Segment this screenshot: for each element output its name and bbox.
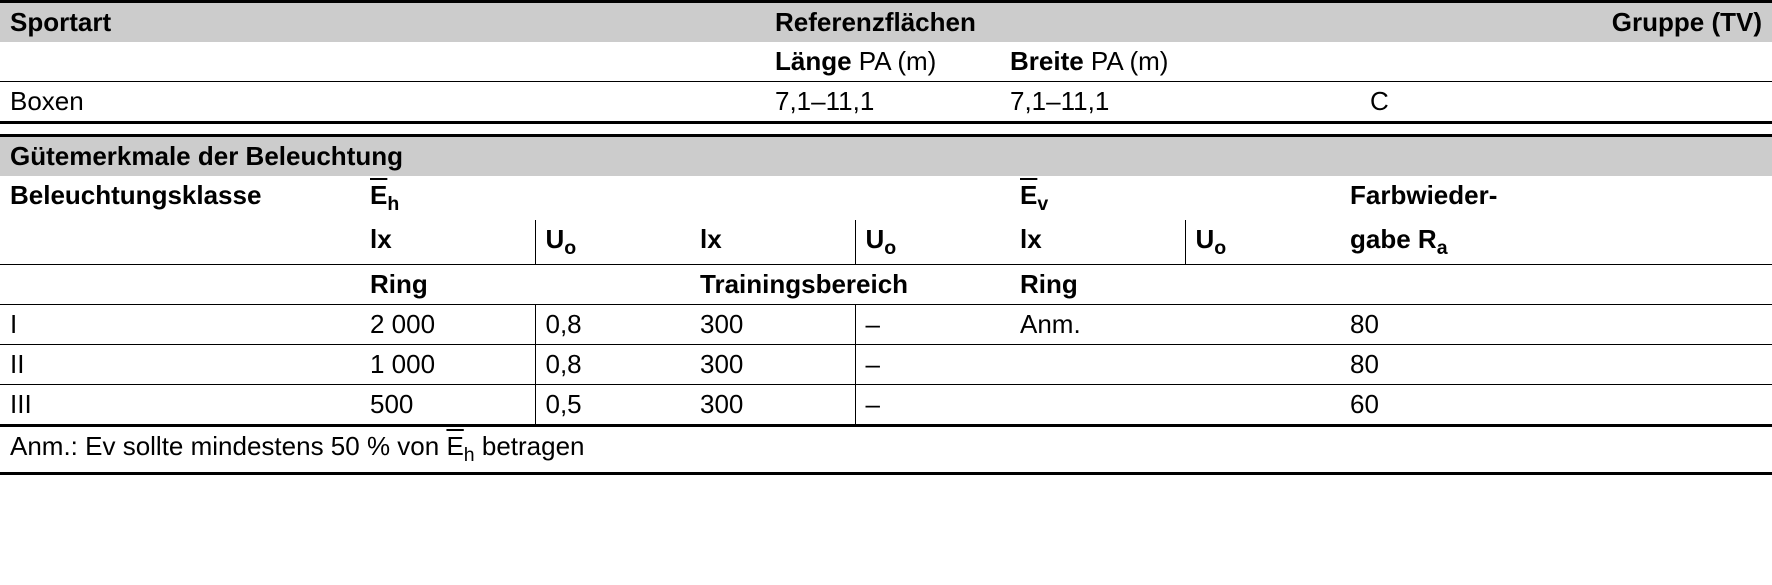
data-row-2: II 1 000 0,8 300 – 80 bbox=[0, 345, 1772, 385]
table2-header-row2: lx Uo lx Uo lx Uo gabe Ra bbox=[0, 220, 1772, 265]
blank bbox=[0, 42, 430, 82]
col-uo2: Uo bbox=[855, 220, 1010, 265]
col-breite: Breite PA (m) bbox=[1000, 42, 1360, 82]
cell-ev-lx bbox=[1010, 385, 1185, 426]
sport-reference-table: Sportart Referenzflächen Gruppe (TV) Län… bbox=[0, 0, 1772, 124]
sub-ring1: Ring bbox=[360, 265, 690, 305]
cell-ev-lx bbox=[1010, 345, 1185, 385]
blank bbox=[0, 220, 360, 265]
note: Anm.: Ev sollte mindestens 50 % von Eh b… bbox=[0, 426, 1772, 473]
cell-ra: 80 bbox=[1340, 345, 1772, 385]
cell-ev-lx: Anm. bbox=[1010, 305, 1185, 345]
table1-header-row1: Sportart Referenzflächen Gruppe (TV) bbox=[0, 2, 1772, 43]
table2-title: Gütemerkmale der Beleuchtung bbox=[0, 136, 1772, 177]
col-lx2: lx bbox=[690, 220, 855, 265]
cell-ra: 80 bbox=[1340, 305, 1772, 345]
col-farb1: Farbwieder- bbox=[1340, 176, 1772, 220]
cell-train-lx: 300 bbox=[690, 305, 855, 345]
cell-ring-lx: 500 bbox=[360, 385, 535, 426]
col-referenz: Referenzflächen bbox=[765, 2, 1360, 43]
col-ev: Ev bbox=[1010, 176, 1340, 220]
cell-ra: 60 bbox=[1340, 385, 1772, 426]
table2-subheader-row: Ring Trainingsbereich Ring bbox=[0, 265, 1772, 305]
sub-ring2: Ring bbox=[1010, 265, 1340, 305]
col-sportart: Sportart bbox=[0, 2, 430, 43]
cell-ring-uo: 0,8 bbox=[535, 345, 690, 385]
cell-ring-lx: 1 000 bbox=[360, 345, 535, 385]
cell-ev-uo bbox=[1185, 385, 1340, 426]
cell-ring-uo: 0,5 bbox=[535, 385, 690, 426]
col-farb2: gabe Ra bbox=[1340, 220, 1772, 265]
sub-training: Trainingsbereich bbox=[690, 265, 1010, 305]
lighting-quality-table: Gütemerkmale der Beleuchtung Beleuchtung… bbox=[0, 134, 1772, 475]
cell-breite: 7,1–11,1 bbox=[1000, 82, 1360, 123]
col-laenge: Länge PA (m) bbox=[765, 42, 1000, 82]
cell-klasse: III bbox=[0, 385, 360, 426]
blank bbox=[1340, 265, 1772, 305]
cell-ev-uo bbox=[1185, 345, 1340, 385]
col-gruppe: Gruppe (TV) bbox=[1360, 2, 1772, 43]
cell-klasse: I bbox=[0, 305, 360, 345]
table-gap bbox=[0, 124, 1772, 134]
cell-klasse: II bbox=[0, 345, 360, 385]
cell-train-uo: – bbox=[855, 345, 1010, 385]
data-row-3: III 500 0,5 300 – 60 bbox=[0, 385, 1772, 426]
table2-header-row1: Beleuchtungsklasse Eh Ev Farbwieder- bbox=[0, 176, 1772, 220]
blank bbox=[430, 42, 765, 82]
col-uo3: Uo bbox=[1185, 220, 1340, 265]
cell-train-lx: 300 bbox=[690, 385, 855, 426]
cell-gruppe: C bbox=[1360, 82, 1772, 123]
col-klasse: Beleuchtungsklasse bbox=[0, 176, 360, 220]
blank bbox=[1360, 42, 1772, 82]
col-uo1: Uo bbox=[535, 220, 690, 265]
cell-ring-lx: 2 000 bbox=[360, 305, 535, 345]
page-container: Sportart Referenzflächen Gruppe (TV) Län… bbox=[0, 0, 1772, 475]
data-row-1: I 2 000 0,8 300 – Anm. 80 bbox=[0, 305, 1772, 345]
cell-laenge: 7,1–11,1 bbox=[765, 82, 1000, 123]
cell-ev-uo bbox=[1185, 305, 1340, 345]
cell-train-uo: – bbox=[855, 305, 1010, 345]
cell-train-uo: – bbox=[855, 385, 1010, 426]
blank bbox=[0, 265, 360, 305]
blank bbox=[430, 82, 765, 123]
table2-note-row: Anm.: Ev sollte mindestens 50 % von Eh b… bbox=[0, 426, 1772, 473]
cell-ring-uo: 0,8 bbox=[535, 305, 690, 345]
table2-title-row: Gütemerkmale der Beleuchtung bbox=[0, 136, 1772, 177]
table1-data-row: Boxen 7,1–11,1 7,1–11,1 C bbox=[0, 82, 1772, 123]
col-lx1: lx bbox=[360, 220, 535, 265]
col-blank1 bbox=[430, 2, 765, 43]
col-eh: Eh bbox=[360, 176, 1010, 220]
col-lx3: lx bbox=[1010, 220, 1185, 265]
cell-train-lx: 300 bbox=[690, 345, 855, 385]
cell-sport: Boxen bbox=[0, 82, 430, 123]
table1-header-row2: Länge PA (m) Breite PA (m) bbox=[0, 42, 1772, 82]
